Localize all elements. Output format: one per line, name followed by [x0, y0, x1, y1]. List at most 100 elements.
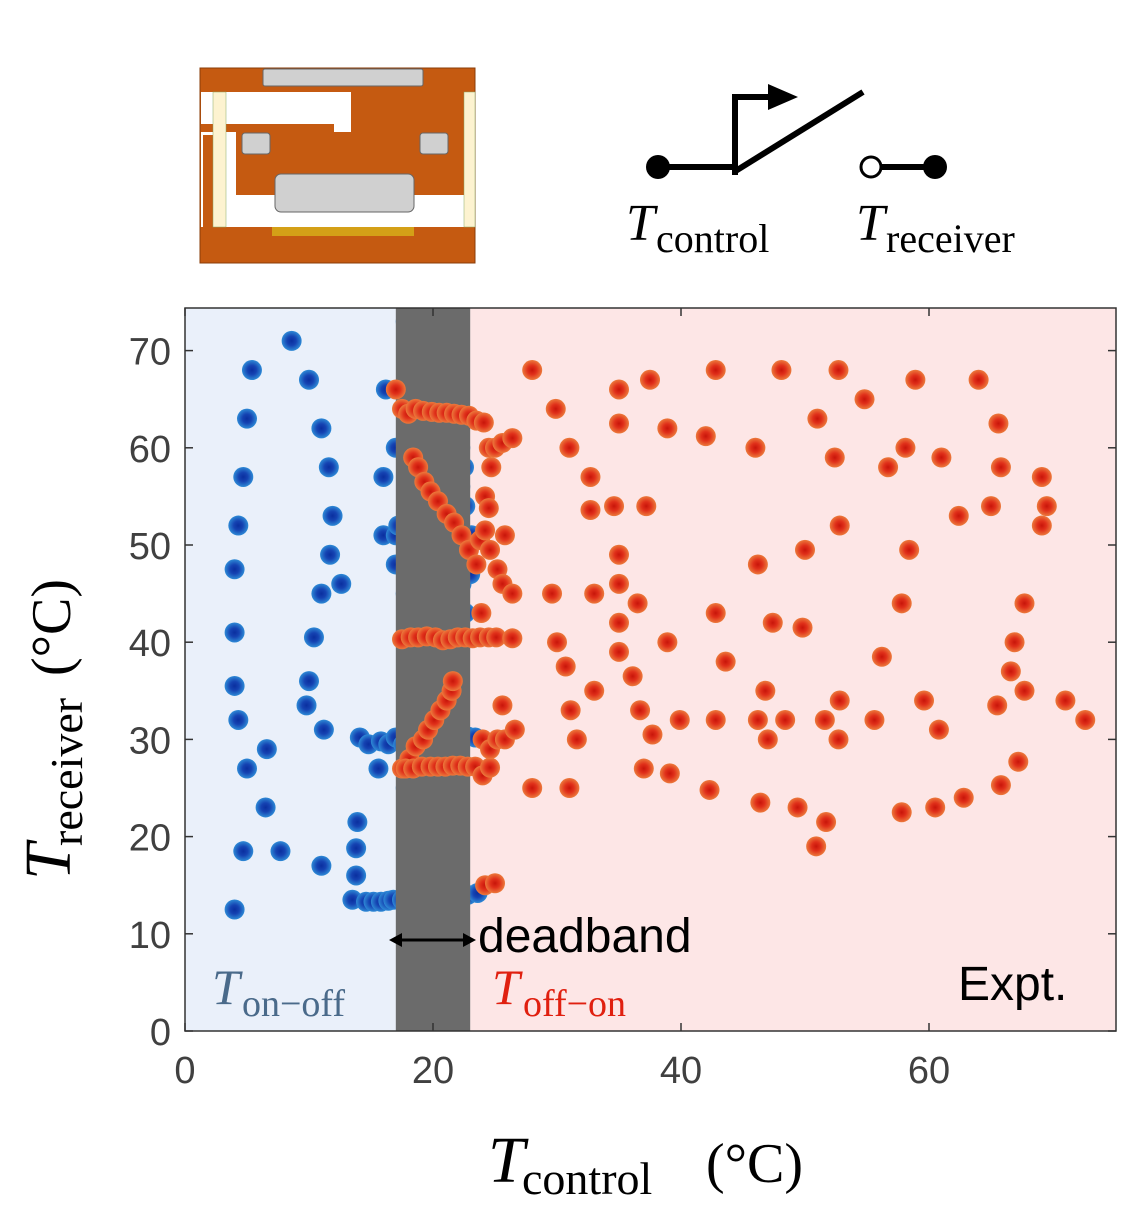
points-blue-point: [270, 841, 291, 862]
y-axis-label-unit: (°C): [21, 579, 83, 676]
points-blue-point: [346, 838, 367, 859]
points-red-point: [747, 709, 768, 730]
points-red-point: [502, 583, 523, 604]
points-red-point: [633, 758, 654, 779]
y-tick-label: 0: [150, 1012, 171, 1054]
points-red-point: [492, 695, 513, 716]
x-tick-label: 40: [660, 1050, 702, 1092]
series-off-on: [385, 360, 1096, 896]
points-red-point: [925, 797, 946, 818]
points-red-point: [829, 690, 850, 711]
region-label-on-off-sub: on−off: [242, 983, 345, 1025]
points-blue-point: [373, 466, 394, 487]
points-red-point: [1014, 593, 1035, 614]
points-red-point: [609, 641, 629, 662]
points-red-point: [609, 413, 629, 434]
points-red-point: [828, 360, 849, 381]
points-red-point: [1008, 751, 1029, 772]
points-red-point: [502, 628, 523, 649]
y-tick-label: 10: [129, 915, 171, 957]
points-red-point: [787, 797, 808, 818]
points-red-point: [987, 695, 1008, 716]
points-red-point: [814, 709, 835, 730]
points-red-point: [891, 802, 912, 823]
points-blue-point: [233, 841, 254, 862]
points-red-point: [755, 680, 776, 701]
points-red-point: [914, 690, 935, 711]
points-red-point: [1075, 709, 1096, 730]
points-red-point: [824, 447, 845, 468]
points-red-point: [657, 418, 678, 439]
points-blue-point: [368, 758, 389, 779]
points-red-point: [657, 632, 678, 653]
points-blue-point: [224, 622, 245, 643]
deadband-label: deadband: [478, 910, 692, 963]
points-red-point: [854, 389, 875, 410]
points-red-point: [715, 651, 736, 672]
region-label-on-off: T on−off: [212, 959, 345, 1025]
y-tick-label: 50: [129, 526, 171, 568]
points-blue-point: [320, 544, 341, 565]
points-red-point: [1036, 496, 1057, 517]
points-red-point: [829, 515, 850, 536]
points-red-point: [990, 457, 1011, 478]
points-red-point: [816, 812, 837, 833]
points-blue-point: [228, 709, 249, 730]
points-red-point: [695, 426, 716, 447]
x-axis-label-sub: control: [522, 1153, 652, 1204]
region-label-off-on: T off−on: [492, 959, 626, 1025]
points-red-point: [699, 779, 720, 800]
points-blue-point: [311, 418, 332, 439]
points-blue-point: [233, 466, 254, 487]
points-blue-point: [237, 758, 257, 779]
points-red-point: [609, 544, 629, 565]
points-red-point: [871, 646, 892, 667]
points-red-point: [1004, 632, 1025, 653]
y-tick-label: 20: [129, 818, 171, 860]
points-blue-point: [322, 505, 343, 526]
points-red-point: [504, 719, 525, 740]
y-axis-label: T receiver (°C): [12, 579, 92, 880]
points-red-point: [1055, 690, 1076, 711]
switch-symbol: T control T receiver: [626, 84, 1015, 261]
points-red-point: [473, 412, 494, 433]
points-red-point: [485, 873, 505, 894]
points-red-point: [480, 757, 501, 778]
points-red-point: [771, 360, 792, 381]
points-red-point: [559, 778, 580, 798]
points-red-point: [750, 792, 771, 813]
y-axis-label-sub: receiver: [41, 698, 92, 846]
points-red-point: [547, 632, 567, 653]
points-red-point: [705, 709, 726, 730]
points-red-point: [806, 836, 827, 857]
points-red-point: [669, 709, 690, 730]
points-blue-point: [347, 812, 368, 833]
points-red-point: [494, 525, 515, 546]
points-red-point: [905, 369, 926, 390]
points-red-point: [705, 603, 726, 624]
points-red-point: [442, 671, 463, 692]
points-red-point: [627, 593, 648, 614]
x-axis-label: T control (°C): [488, 1124, 803, 1204]
points-blue-point: [331, 573, 352, 594]
x-axis-label-main: T: [488, 1124, 529, 1197]
plot-frame: [184, 307, 1117, 1032]
points-blue-point: [281, 330, 302, 351]
x-axis-label-unit: (°C): [706, 1133, 803, 1195]
points-red-point: [560, 700, 581, 721]
y-tick-label: 60: [129, 429, 171, 471]
points-blue-point: [311, 855, 332, 876]
points-red-point: [895, 437, 916, 458]
points-red-point: [480, 539, 501, 560]
points-red-point: [385, 379, 406, 400]
points-red-point: [640, 369, 660, 390]
points-red-point: [659, 763, 680, 784]
legend-t-control-sub: control: [656, 216, 769, 261]
x-tick-label: 0: [174, 1050, 195, 1092]
points-red-point: [953, 787, 974, 808]
points-blue-point: [299, 369, 319, 390]
points-blue-point: [346, 865, 367, 886]
points-red-point: [609, 612, 629, 633]
points-red-point: [545, 398, 566, 419]
